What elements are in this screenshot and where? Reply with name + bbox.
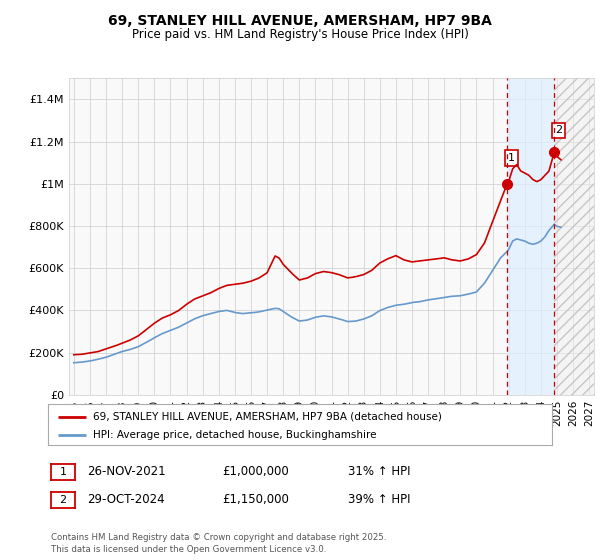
Text: £1,150,000: £1,150,000 (222, 493, 289, 506)
Text: 2: 2 (555, 125, 562, 136)
Bar (554, 78, 594, 395)
Text: 31% ↑ HPI: 31% ↑ HPI (348, 465, 410, 478)
Text: 39% ↑ HPI: 39% ↑ HPI (348, 493, 410, 506)
Text: 29-OCT-2024: 29-OCT-2024 (87, 493, 164, 506)
Text: Price paid vs. HM Land Registry's House Price Index (HPI): Price paid vs. HM Land Registry's House … (131, 28, 469, 41)
Text: Contains HM Land Registry data © Crown copyright and database right 2025.
This d: Contains HM Land Registry data © Crown c… (51, 533, 386, 554)
Bar (507, 78, 554, 395)
Text: £1,000,000: £1,000,000 (222, 465, 289, 478)
Text: 69, STANLEY HILL AVENUE, AMERSHAM, HP7 9BA (detached house): 69, STANLEY HILL AVENUE, AMERSHAM, HP7 9… (94, 412, 442, 422)
Text: 1: 1 (508, 153, 515, 163)
Text: 26-NOV-2021: 26-NOV-2021 (87, 465, 166, 478)
Bar (554, 78, 594, 395)
Text: 2: 2 (59, 495, 67, 505)
Text: 69, STANLEY HILL AVENUE, AMERSHAM, HP7 9BA: 69, STANLEY HILL AVENUE, AMERSHAM, HP7 9… (108, 14, 492, 28)
Text: HPI: Average price, detached house, Buckinghamshire: HPI: Average price, detached house, Buck… (94, 430, 377, 440)
Text: 1: 1 (59, 467, 67, 477)
